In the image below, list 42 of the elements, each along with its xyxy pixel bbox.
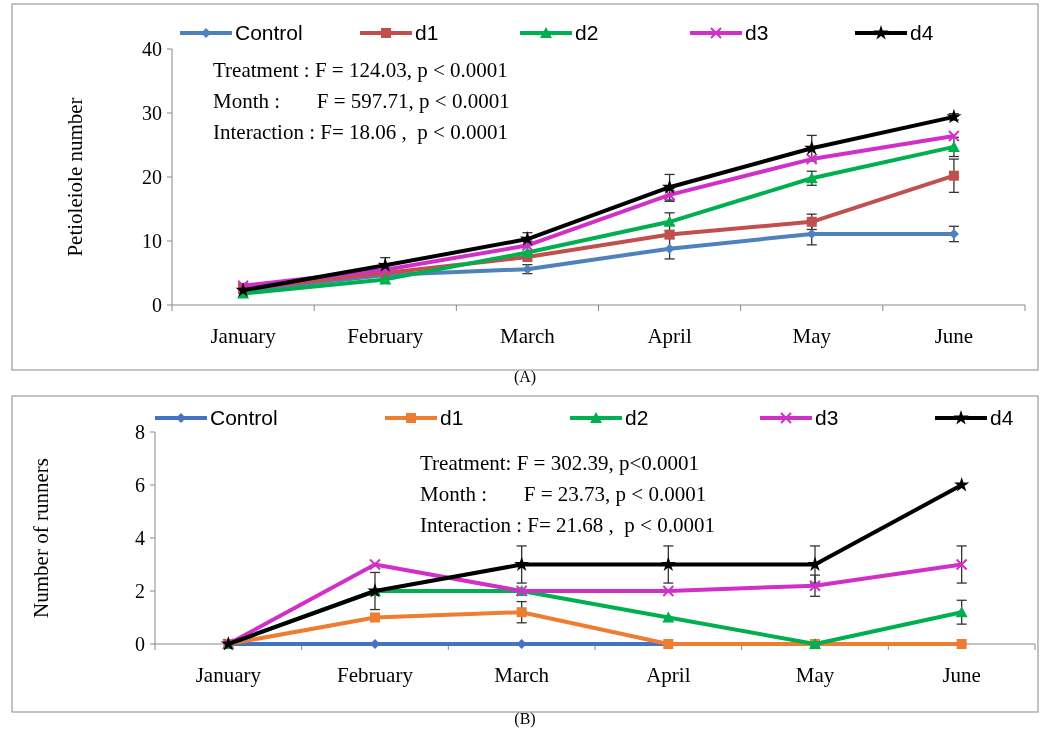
x-tick-label: January xyxy=(210,324,277,348)
x-tick-label: April xyxy=(647,324,692,348)
annotation: Interaction : F= 21.68 , p < 0.0001 xyxy=(420,513,715,537)
legend-label: Control xyxy=(210,406,278,430)
y-axis-title: Number of runners xyxy=(29,458,53,618)
y-tick-label: 8 xyxy=(135,421,145,443)
x-tick-label: January xyxy=(195,663,262,687)
legend-label: d4 xyxy=(990,406,1014,430)
annotation: Treatment: F = 302.39, p<0.0001 xyxy=(420,451,699,475)
y-tick-label: 6 xyxy=(135,474,145,496)
annotation: Treatment : F = 124.03, p < 0.0001 xyxy=(213,58,508,82)
x-tick-label: February xyxy=(347,324,424,348)
legend-label: d4 xyxy=(910,21,934,45)
legend-label: d1 xyxy=(440,406,464,430)
x-tick-label: June xyxy=(934,324,974,348)
x-tick-label: February xyxy=(337,663,414,687)
x-tick-label: May xyxy=(795,663,835,687)
legend-label: d1 xyxy=(415,21,439,45)
y-tick-label: 10 xyxy=(142,230,162,252)
x-tick-label: March xyxy=(500,324,556,348)
x-tick-label: April xyxy=(646,663,691,687)
annotation: Interaction : F= 18.06 , p < 0.0001 xyxy=(213,120,508,144)
annotation: Month : F = 23.73, p < 0.0001 xyxy=(420,482,707,506)
y-tick-label: 0 xyxy=(152,294,162,316)
text: (B) xyxy=(514,710,536,728)
x-tick-label: March xyxy=(494,663,550,687)
legend-label: d3 xyxy=(745,21,769,45)
x-tick-label: May xyxy=(792,324,832,348)
y-tick-label: 4 xyxy=(135,527,145,549)
y-tick-label: 0 xyxy=(135,633,145,655)
y-tick-label: 30 xyxy=(142,102,162,124)
y-axis-title: Petioleiole number xyxy=(63,97,87,257)
x-tick-label: June xyxy=(942,663,981,687)
y-tick-label: 40 xyxy=(142,38,162,60)
legend-label: d2 xyxy=(625,406,649,430)
text: (A) xyxy=(513,368,537,386)
legend-label: d3 xyxy=(815,406,839,430)
legend-label: Control xyxy=(235,21,303,45)
legend-label: d2 xyxy=(575,21,599,45)
y-tick-label: 2 xyxy=(135,580,145,602)
y-tick-label: 20 xyxy=(142,166,162,188)
annotation: Month : F = 597.71, p < 0.0001 xyxy=(213,89,510,113)
